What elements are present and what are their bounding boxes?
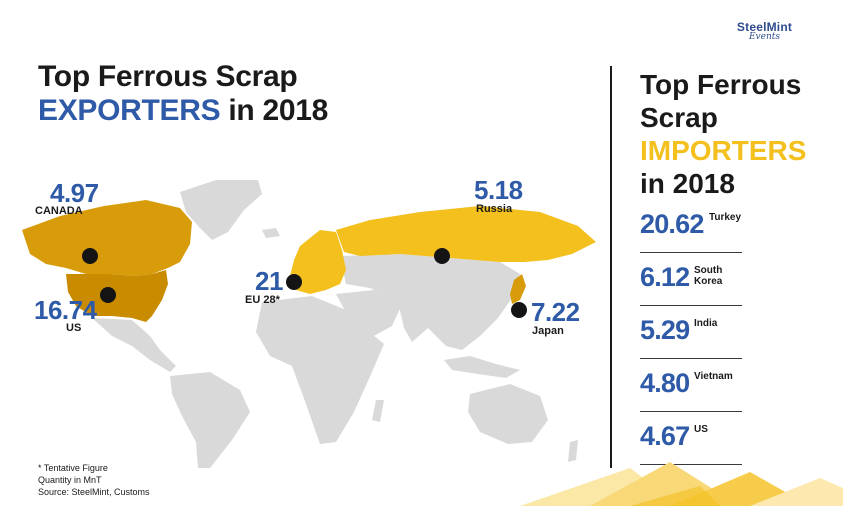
asia-shape xyxy=(340,254,520,350)
us-value: 16.74 xyxy=(34,295,97,325)
steelmint-logo: SteelMint Events xyxy=(727,20,802,42)
importer-value: 4.67 xyxy=(640,421,690,451)
footnote-tentative: * Tentative Figure xyxy=(38,463,108,473)
new-zealand-shape xyxy=(568,440,578,462)
importers-title-line4: in 2018 xyxy=(640,168,735,199)
eu-marker xyxy=(286,274,302,290)
exporters-title-line1: Top Ferrous Scrap xyxy=(38,60,298,93)
importers-title-line2: Scrap xyxy=(640,102,718,133)
corner-decoration xyxy=(520,462,843,506)
iceland-shape xyxy=(262,228,280,238)
eu-label: EU 28* xyxy=(245,294,280,306)
japan-shape xyxy=(510,274,526,304)
russia-value: 5.18 xyxy=(474,175,523,205)
importer-value: 5.29 xyxy=(640,315,690,345)
importer-row: 4.80 Vietnam xyxy=(640,359,742,412)
middle-east-shape xyxy=(336,290,402,338)
importer-row: 20.62 Turkey xyxy=(640,200,742,253)
canada-label: CANADA xyxy=(35,205,83,217)
footnote-unit: Quantity in MnT xyxy=(38,475,102,485)
exporters-title-highlight: EXPORTERS xyxy=(38,94,221,127)
importers-title-highlight: IMPORTERS xyxy=(640,135,807,166)
russia-marker xyxy=(434,248,450,264)
south-america-shape xyxy=(170,372,250,468)
exporters-title: Top Ferrous Scrap EXPORTERS in 2018 xyxy=(38,60,328,128)
exporters-title-rest: in 2018 xyxy=(220,94,329,127)
japan-marker xyxy=(511,302,527,318)
importer-value: 4.80 xyxy=(640,368,690,398)
vertical-divider xyxy=(610,66,612,468)
mexico-shape xyxy=(92,318,176,372)
russia-label: Russia xyxy=(476,203,513,215)
importer-country: US xyxy=(694,424,708,435)
importer-country: Turkey xyxy=(709,212,742,223)
indonesia-shape xyxy=(444,356,520,378)
japan-label: Japan xyxy=(532,325,564,337)
importer-country: South Korea xyxy=(694,265,723,287)
europe-shape xyxy=(290,230,346,294)
world-map xyxy=(22,180,596,468)
us-marker xyxy=(100,287,116,303)
canada-shape xyxy=(22,200,192,276)
importer-row: 5.29 India xyxy=(640,306,742,359)
canada-value: 4.97 xyxy=(50,178,99,208)
japan-value: 7.22 xyxy=(531,297,580,327)
importers-title-line1: Top Ferrous xyxy=(640,69,802,100)
canada-marker xyxy=(82,248,98,264)
eu-value: 21 xyxy=(255,266,283,296)
footnotes: * Tentative Figure Quantity in MnT Sourc… xyxy=(38,462,150,498)
australia-shape xyxy=(468,384,548,444)
importers-list: 20.62 Turkey 6.12 South Korea 5.29 India… xyxy=(640,200,742,465)
importer-row: 4.67 US xyxy=(640,412,742,465)
importers-title: Top Ferrous Scrap IMPORTERS in 2018 xyxy=(640,68,835,200)
importer-country: India xyxy=(694,318,718,329)
madagascar-shape xyxy=(372,400,384,422)
logo-sub-text: Events xyxy=(748,32,780,42)
footnote-source: Source: SteelMint, Customs xyxy=(38,487,150,497)
usa-shape xyxy=(66,270,168,322)
importer-row: 6.12 South Korea xyxy=(640,253,742,306)
africa-shape xyxy=(256,296,384,444)
us-label: US xyxy=(66,322,82,334)
importer-value: 6.12 xyxy=(640,262,690,292)
importer-country: Vietnam xyxy=(694,371,733,382)
greenland-shape xyxy=(180,180,262,240)
importer-value: 20.62 xyxy=(640,209,704,239)
logo-main-text: SteelMint xyxy=(736,20,793,34)
russia-shape xyxy=(336,206,596,262)
